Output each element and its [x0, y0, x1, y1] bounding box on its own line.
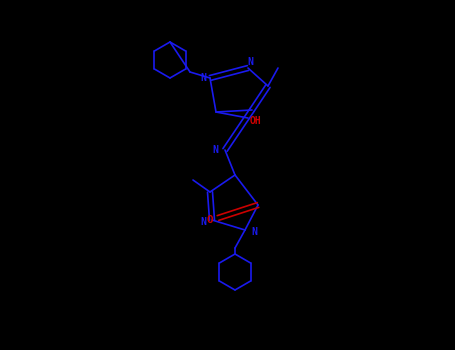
- Text: N: N: [251, 227, 257, 237]
- Text: N: N: [200, 217, 206, 227]
- Text: N: N: [247, 57, 253, 67]
- Text: N: N: [212, 145, 218, 155]
- Text: OH: OH: [250, 116, 262, 126]
- Text: N: N: [200, 73, 206, 83]
- Text: O: O: [207, 215, 213, 225]
